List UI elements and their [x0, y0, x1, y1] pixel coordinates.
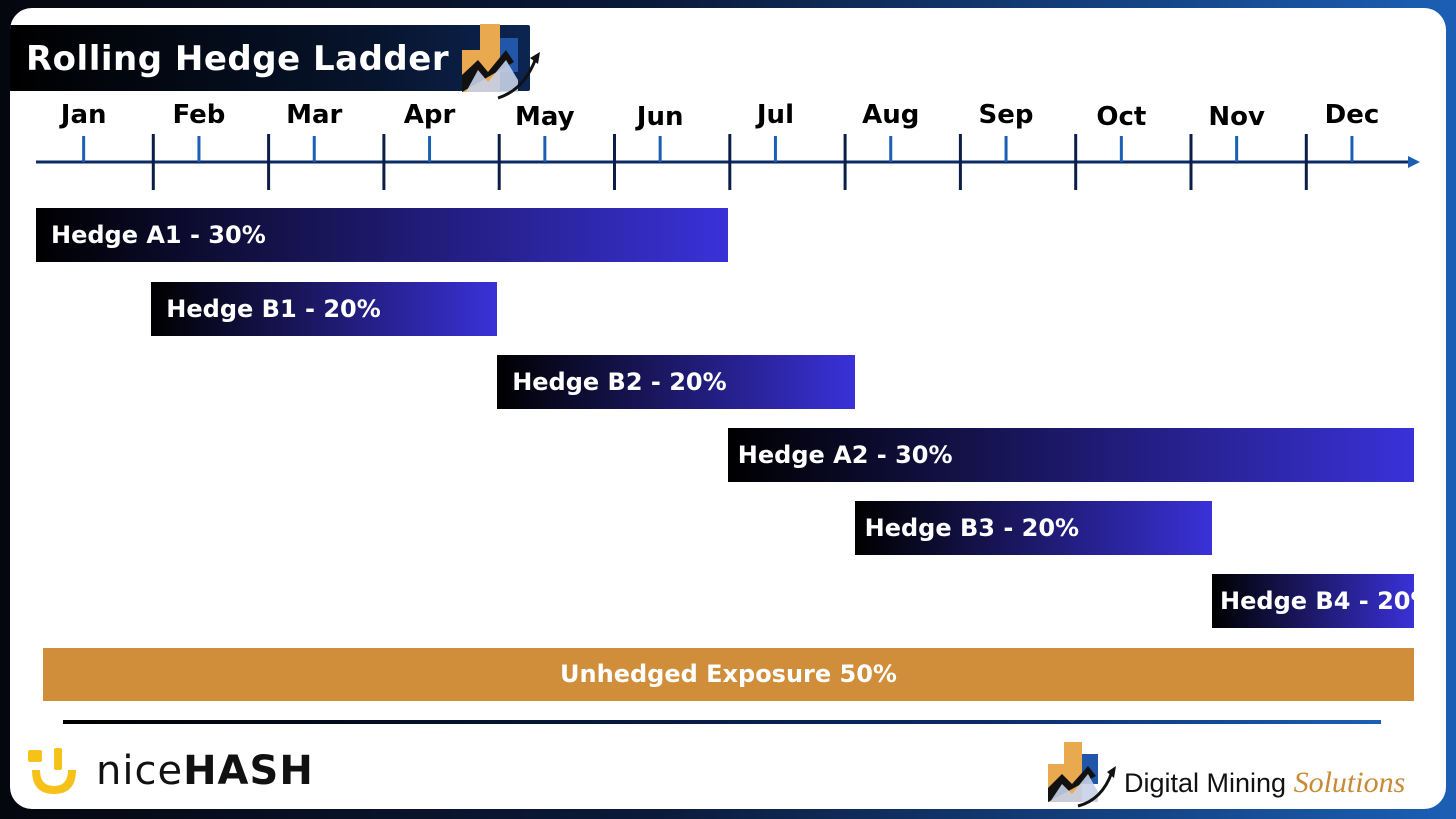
hedge-bar-a2: Hedge A2 - 30% — [727, 428, 1414, 482]
nicehash-wordmark: niceHASH — [96, 748, 314, 794]
hedge-bar-b4: Hedge B4 - 20% — [1212, 574, 1414, 628]
hedge-bar-b1: Hedge B1 - 20% — [151, 282, 498, 336]
timeline-axis — [36, 134, 1420, 190]
month-label-may: May — [515, 102, 575, 132]
page-title: Rolling Hedge Ladder — [26, 39, 450, 79]
month-label-mar: Mar — [286, 100, 343, 130]
dms-footer-logo-icon — [1048, 742, 1116, 808]
hedge-bar-b3: Hedge B3 - 20% — [854, 501, 1213, 555]
month-label-aug: Aug — [862, 100, 920, 130]
hedge-bar-b2: Hedge B2 - 20% — [497, 355, 855, 409]
footer-divider — [63, 720, 1381, 724]
month-label-apr: Apr — [403, 100, 456, 130]
month-label-nov: Nov — [1208, 102, 1265, 132]
month-label-feb: Feb — [172, 100, 226, 130]
hedge-bar-a1: Hedge A1 - 30% — [36, 208, 728, 262]
month-label-jan: Jan — [60, 100, 107, 130]
month-label-dec: Dec — [1324, 100, 1380, 130]
dms-logo-icon — [462, 24, 540, 100]
month-label-oct: Oct — [1096, 102, 1147, 132]
dms-wordmark: Digital Mining Solutions — [1124, 766, 1406, 799]
month-label-sep: Sep — [978, 100, 1034, 130]
month-label-jul: Jul — [756, 100, 794, 130]
title-bar: Rolling Hedge Ladder — [10, 25, 530, 91]
slide-card: Rolling Hedge Ladder Jan Feb Mar Apr May Jun J… — [10, 8, 1446, 809]
nicehash-logo-icon — [28, 748, 76, 794]
month-label-jun: Jun — [636, 102, 684, 132]
unhedged-exposure-bar: Unhedged Exposure 50% — [43, 648, 1414, 701]
